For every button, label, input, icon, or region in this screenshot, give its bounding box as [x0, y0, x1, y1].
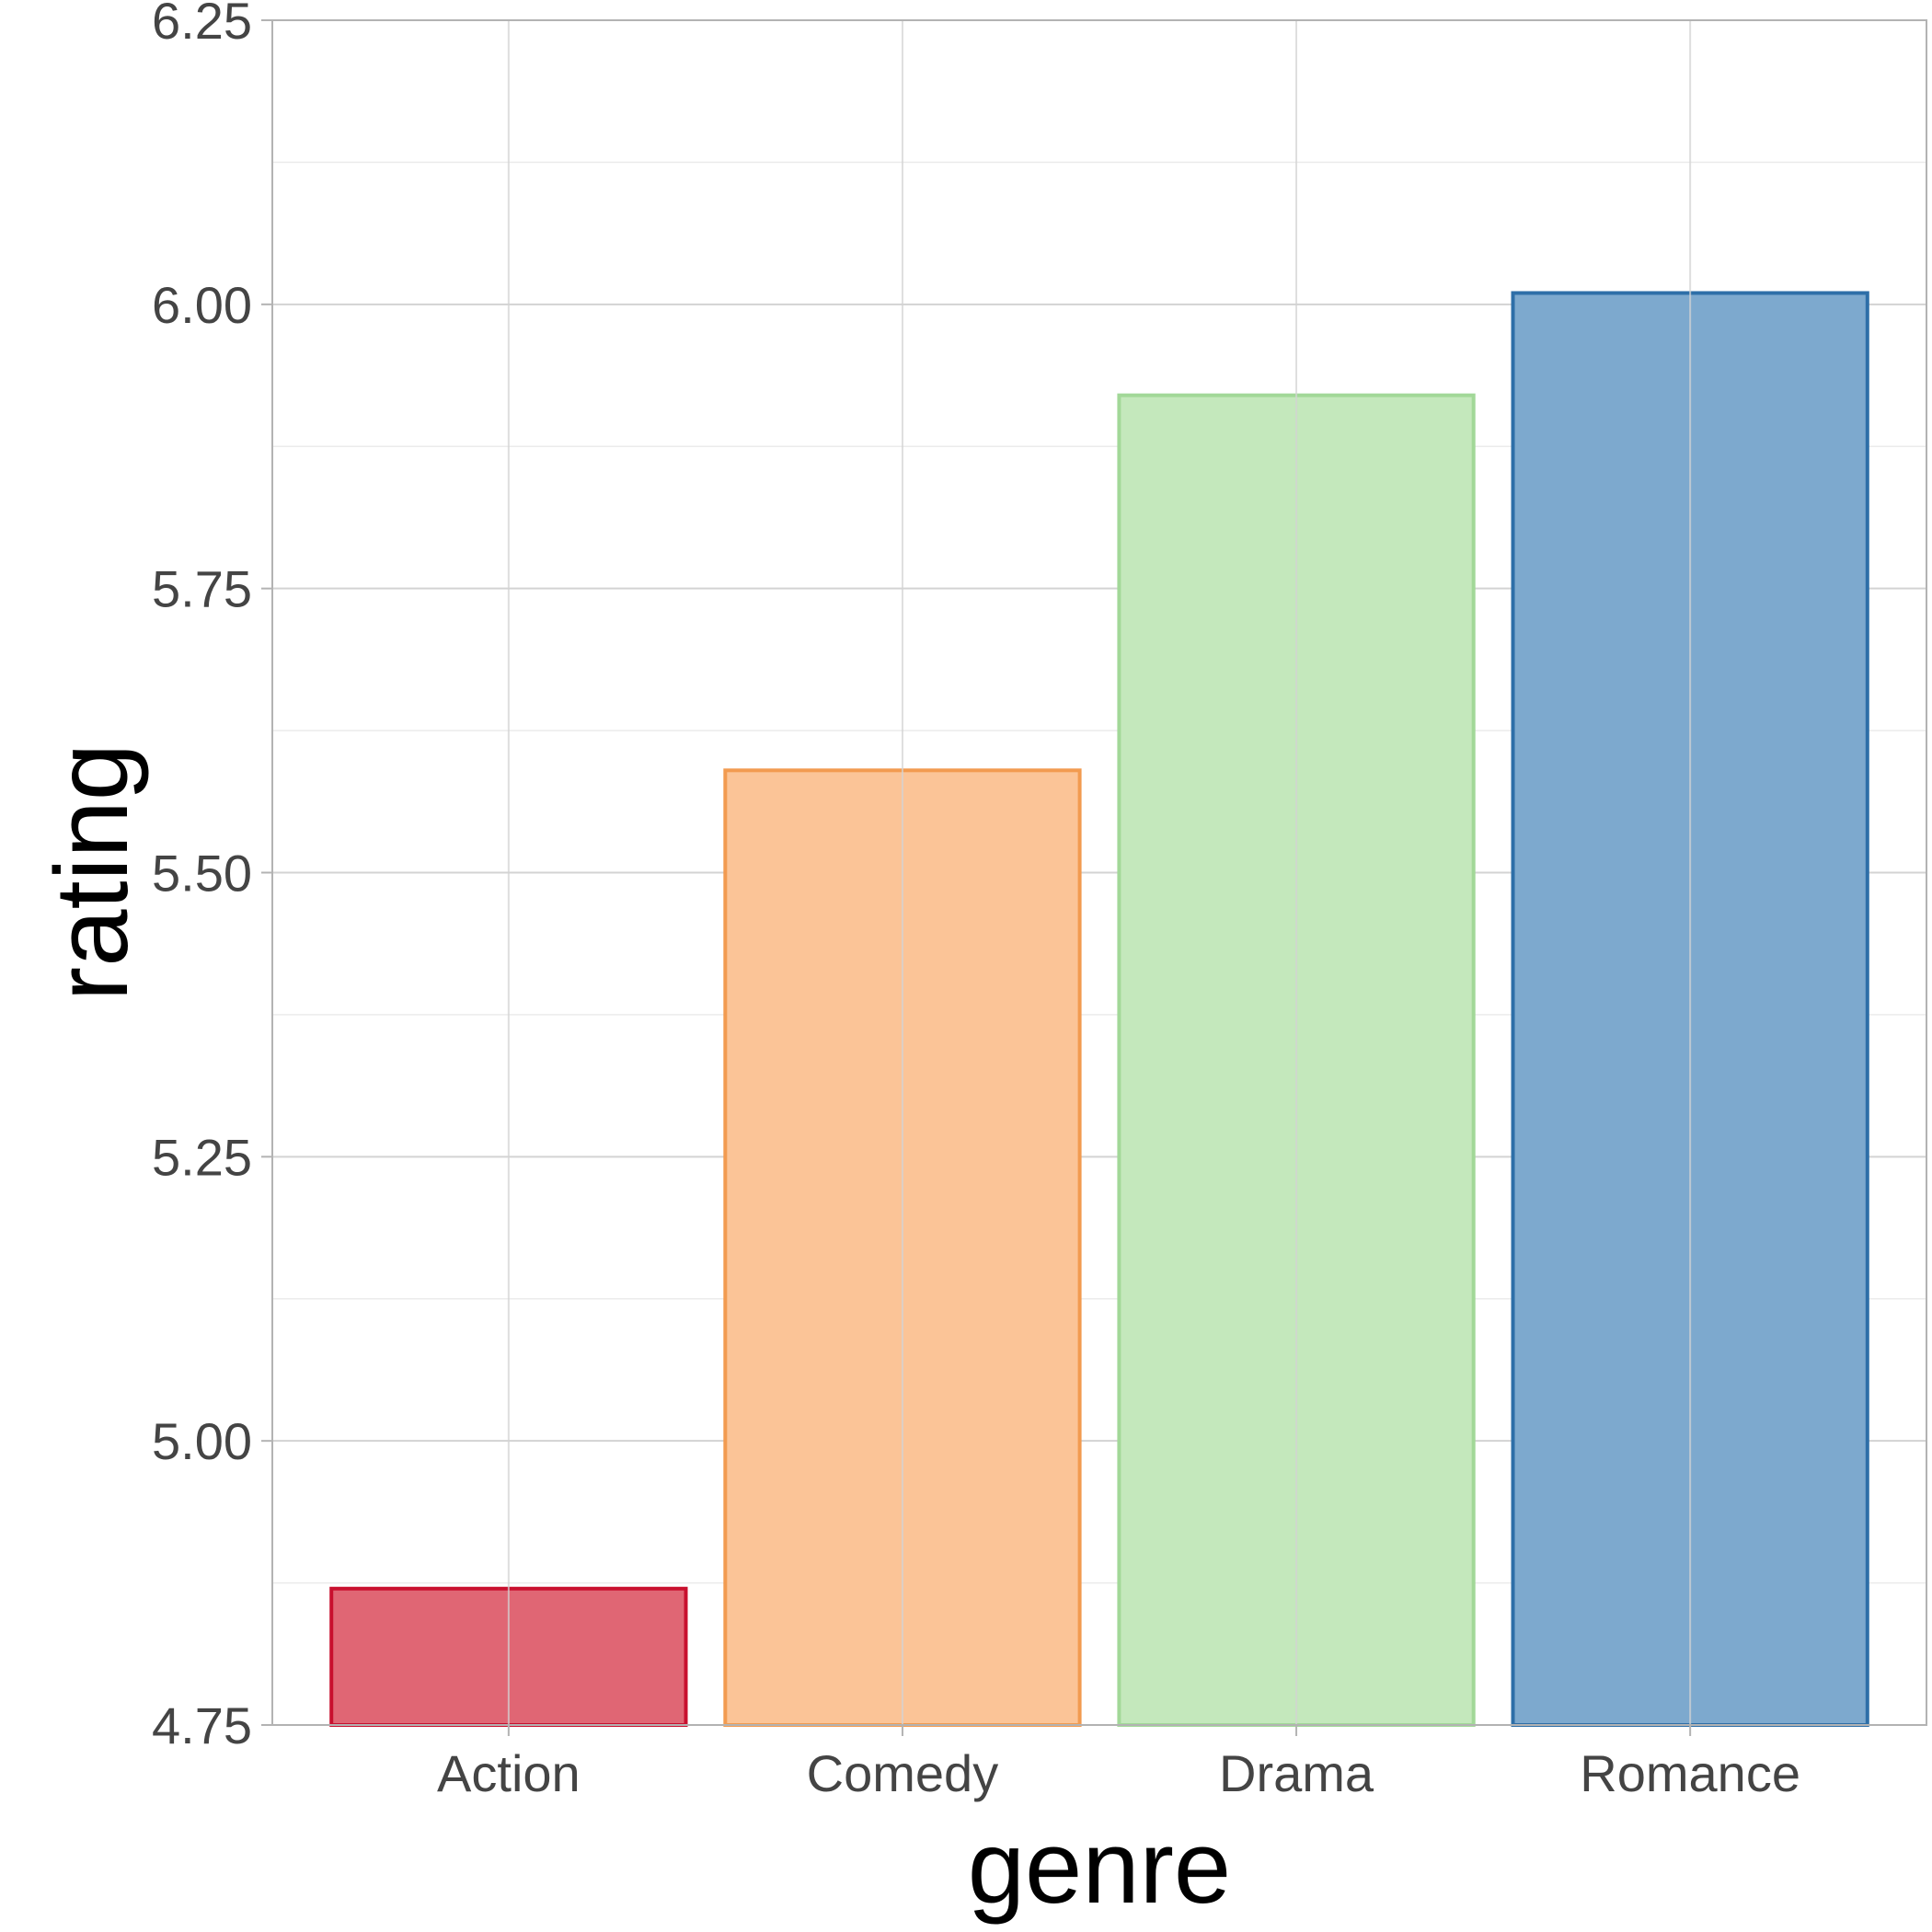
vertical-gridlines: [507, 20, 1692, 1725]
minor-gridlines: [272, 161, 1926, 1584]
y-tick-label: 5.25: [152, 1128, 252, 1186]
x-tick-label-romance: Romance: [1580, 1744, 1800, 1802]
x-axis-ticks: Action Comedy Drama Romance: [437, 1725, 1800, 1802]
y-tick-label: 5.00: [152, 1412, 252, 1470]
y-tick-label: 6.00: [152, 276, 252, 334]
x-axis-title: genre: [968, 1810, 1231, 1925]
y-tick-label: 5.75: [152, 560, 252, 618]
y-tick-label: 6.25: [152, 0, 252, 50]
y-axis-title: rating: [34, 743, 149, 1001]
y-tick-label: 5.50: [152, 845, 252, 903]
x-tick-label-action: Action: [437, 1744, 581, 1802]
x-tick-label-comedy: Comedy: [807, 1744, 999, 1802]
y-axis-ticks: 4.75 5.00 5.25 5.50 5.75 6.00 6.25: [152, 0, 272, 1754]
x-tick-label-drama: Drama: [1219, 1744, 1374, 1802]
y-tick-label: 4.75: [152, 1696, 252, 1754]
